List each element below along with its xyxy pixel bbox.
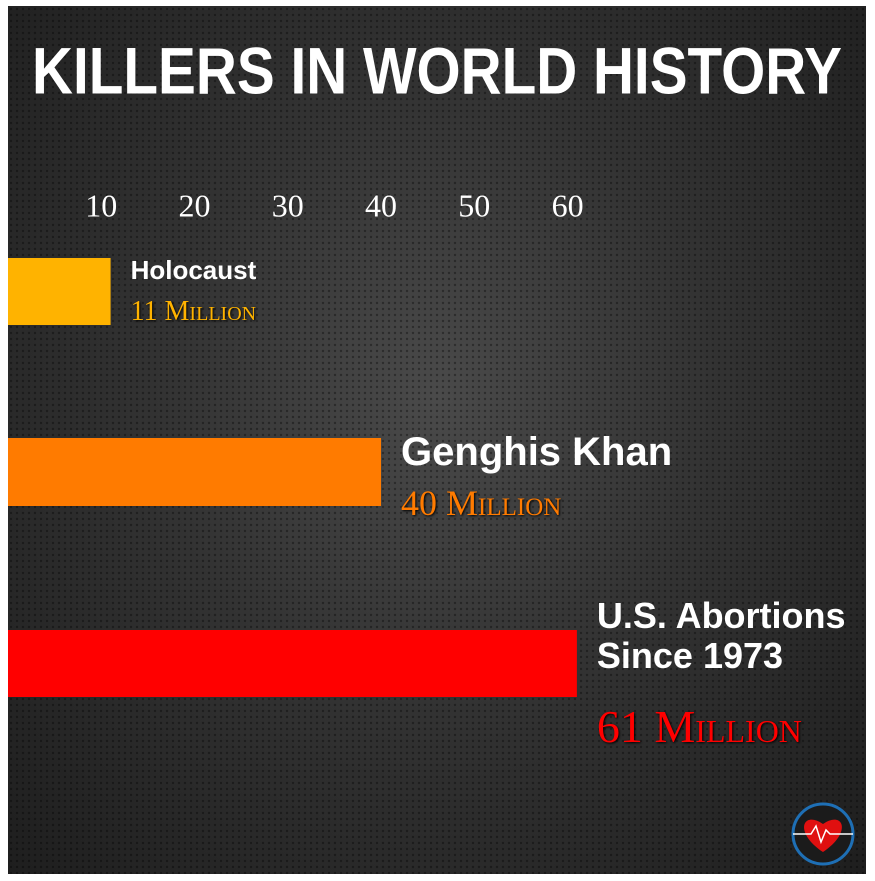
x-tick-label: 20	[179, 187, 211, 223]
infographic: KILLERS IN WORLD HISTORY 10 20 30 40 50 60 Ho…	[8, 6, 866, 874]
category-label: Holocaust	[130, 255, 257, 285]
x-tick-label: 10	[85, 187, 117, 223]
category-label: U.S. Abortions Since 1973	[596, 595, 846, 677]
x-tick-label: 40	[365, 187, 397, 223]
chart: KILLERS IN WORLD HISTORY 10 20 30 40 50 60	[8, 6, 866, 874]
bar	[8, 258, 111, 325]
value-label: 11 Million	[130, 296, 257, 327]
x-tick-label: 50	[458, 187, 490, 223]
value-label: 40 Million	[401, 483, 562, 523]
x-tick-label: 30	[272, 187, 304, 223]
logo	[791, 802, 855, 866]
category-label: Genghis Khan	[401, 430, 673, 474]
bar	[8, 630, 577, 697]
chart-title: KILLERS IN WORLD HISTORY	[32, 33, 842, 107]
value-label: 61 Million	[596, 701, 802, 752]
bar	[8, 438, 382, 506]
x-tick-label: 60	[552, 187, 584, 223]
